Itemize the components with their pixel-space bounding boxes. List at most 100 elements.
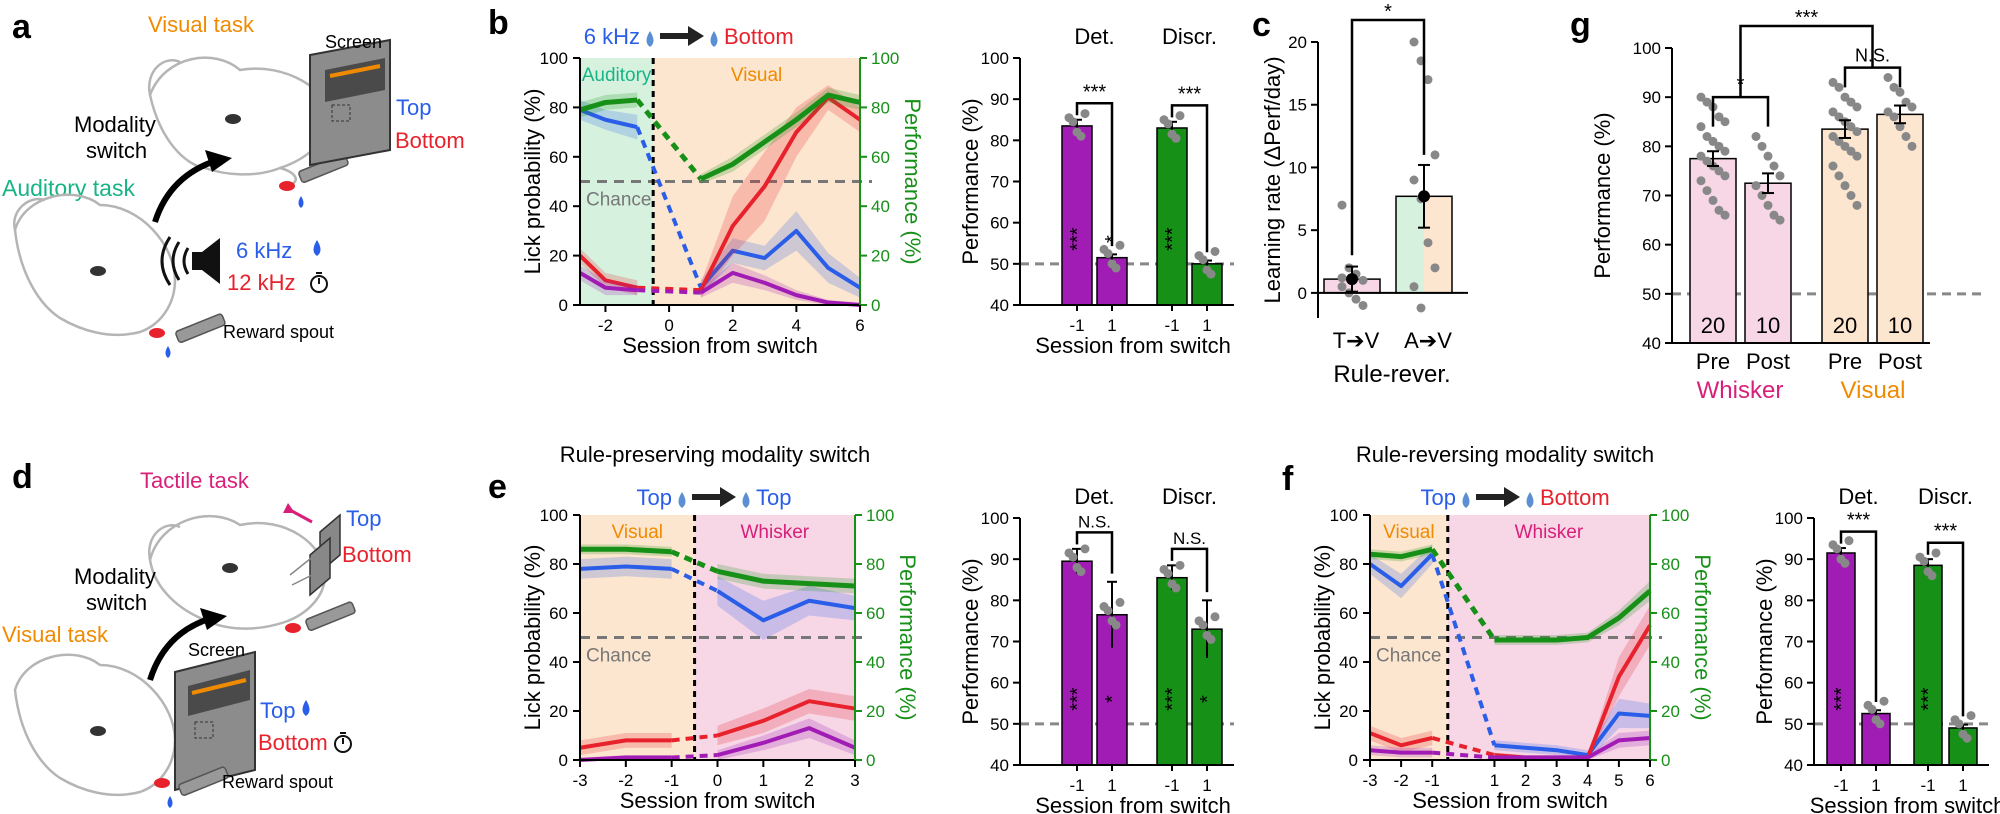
x-tick-label: -2 (618, 771, 633, 790)
label-visual-task-d: Visual task (2, 622, 109, 647)
data-point (1409, 37, 1419, 47)
data-point (1068, 552, 1078, 562)
comparison-label: *** (1083, 81, 1107, 103)
y-axis-label: Lick probability (%) (1310, 545, 1335, 731)
y-tick-label: 20 (549, 702, 568, 721)
data-point (1720, 146, 1730, 156)
data-point (1889, 112, 1899, 122)
screen-icon-d (174, 650, 256, 792)
region-label: Auditory (582, 65, 652, 86)
inner-significance: *** (1067, 227, 1089, 251)
data-point (1423, 238, 1433, 248)
n-label: 10 (1756, 313, 1780, 338)
y2-tick-label: 80 (1661, 555, 1680, 574)
y-tick-label: 60 (1642, 236, 1661, 255)
group-label: Discr. (1162, 484, 1217, 509)
data-point (1895, 87, 1905, 97)
label-modality: Modality (74, 112, 156, 137)
series-bridge-blue (670, 567, 719, 593)
x-tick-label: -1 (1920, 776, 1935, 795)
legend-drop-icon-2 (742, 492, 750, 508)
y-tick-label: 90 (1642, 88, 1661, 107)
switch-arrow-icon-d (147, 615, 213, 681)
data-point (1210, 612, 1220, 622)
series-line-blue-1 (716, 589, 856, 623)
x-tick-label: -3 (572, 771, 587, 790)
x-tick-label: 6 (1645, 771, 1654, 790)
timer-icon-d (334, 732, 352, 753)
data-point (1416, 303, 1426, 313)
data-point (1409, 175, 1419, 185)
x-tick-label: 4 (792, 316, 801, 335)
x-axis-label: Session from switch (1035, 333, 1231, 358)
mouse-eye-icon-d2 (90, 726, 106, 736)
data-point (1696, 176, 1706, 186)
mouse-eye-icon (225, 114, 241, 124)
legend-drop-icon-2 (1526, 492, 1534, 508)
y-tick-label: 50 (990, 715, 1009, 734)
data-point (1702, 156, 1712, 166)
series-line-purple-0 (578, 271, 638, 293)
data-point (1852, 200, 1862, 210)
data-point (1828, 161, 1838, 171)
y2-tick-label: 100 (871, 49, 899, 68)
data-point (1883, 107, 1893, 117)
y-tick-label: 20 (1339, 702, 1358, 721)
comparison-label: * (1384, 1, 1392, 23)
comparison-bracket (1350, 18, 1426, 256)
y-tick-label: 60 (1784, 674, 1803, 693)
y-tick-label: 60 (549, 148, 568, 167)
mouse-illustration-lower (12, 193, 177, 337)
region-label: Whisker (740, 522, 809, 543)
y-tick-label: 50 (990, 255, 1009, 274)
data-point (1696, 151, 1706, 161)
y-tick-label: 0 (559, 296, 568, 315)
y-tick-label: 80 (549, 555, 568, 574)
comparison-bracket (1739, 24, 1874, 98)
data-point (1901, 132, 1911, 141)
data-point (1103, 606, 1113, 616)
y-tick-label: 90 (990, 90, 1009, 109)
panel-letters: a b c d g e f (12, 4, 1591, 506)
y-tick-label: 80 (549, 98, 568, 117)
reward-spout-icon-d2 (167, 766, 229, 808)
data-point (1927, 571, 1937, 581)
mouse-eye-icon-2 (90, 266, 106, 276)
group-label: Discr. (1162, 24, 1217, 49)
series-bridge-red (637, 285, 701, 293)
x-axis-label: Session from switch (1412, 788, 1608, 813)
chart-g: 20Pre10Post20Pre10Post*N.S.***4050607080… (1590, 7, 1982, 404)
x-tick-label: -1 (1069, 316, 1084, 335)
inner-significance: *** (1918, 687, 1940, 711)
comparison-label: N.S. (1078, 512, 1111, 531)
label-top: Top (396, 95, 431, 120)
data-point (1714, 112, 1724, 122)
x-tick-label: 1 (759, 771, 768, 790)
series-line-blue-1 (1494, 711, 1651, 758)
legend-left-label: Top (1421, 485, 1456, 510)
data-point (1846, 146, 1856, 156)
y2-tick-label: 40 (866, 653, 885, 672)
series-line-green-0 (579, 97, 638, 113)
y-tick-label: 80 (990, 131, 1009, 150)
series-line-red-0 (1369, 731, 1433, 748)
label-visual-task: Visual task (148, 12, 255, 37)
y-tick-label: 40 (1642, 334, 1661, 353)
y-axis-label: Performance (%) (958, 98, 983, 264)
y-tick-label: 60 (549, 604, 568, 623)
label-screen: Screen (325, 32, 382, 52)
mouse-tongue-icon-d (285, 623, 301, 633)
error-band-blue-1 (1494, 698, 1650, 760)
y-tick-label: 60 (990, 674, 1009, 693)
data-point (1907, 141, 1917, 151)
y-tick-label: 20 (549, 247, 568, 266)
y2-axis-label: Performance (%) (895, 554, 920, 720)
x-tick-label: -2 (1394, 771, 1409, 790)
data-point (1714, 166, 1724, 176)
y-tick-label: 90 (990, 550, 1009, 569)
x-tick-label: 5 (1614, 771, 1623, 790)
group-label: Det. (1074, 24, 1114, 49)
data-point (1751, 181, 1761, 191)
data-point (1337, 200, 1347, 210)
